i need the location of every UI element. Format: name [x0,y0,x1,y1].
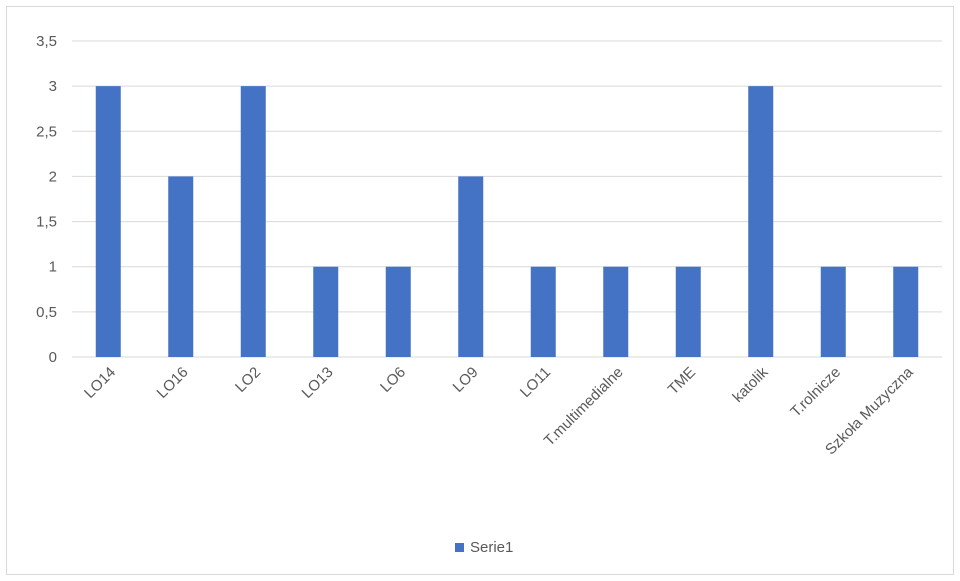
bar-lo9 [458,176,484,357]
y-tick-label: 0 [49,349,57,366]
y-tick-label: 3 [49,78,57,95]
bar-lo16 [168,176,194,357]
x-tick-label: LO13 [299,364,337,402]
bar-lo13 [313,266,339,357]
x-tick-label: T.rolnicze [787,364,844,421]
x-tick-label: LO14 [81,364,119,402]
legend-swatch-serie1 [455,543,464,552]
x-tick-label: TME [665,364,699,398]
bar-katolik [748,86,774,358]
y-tick-label: 1,5 [36,214,57,231]
x-axis-ticks: LO14 LO16 LO2 LO13 LO6 LO9 LO11T.multimedialne… [81,363,917,458]
y-tick-label: 2,5 [36,123,57,140]
y-axis-ticks: 0 0,5 1 1,5 2 2,5 3 3,5 [36,33,57,366]
gridlines [72,40,942,358]
bar-lo11 [530,266,556,357]
x-tick-label: LO2 [232,364,264,396]
bar-t-rolnicze [820,266,846,357]
bar-lo14 [95,86,121,358]
legend-label-serie1: Serie1 [470,539,513,556]
bar-tme [675,266,701,357]
bar-t-multimedialne [603,266,629,357]
x-tick-label: LO11 [517,364,554,401]
y-tick-label: 0,5 [36,304,57,321]
y-tick-label: 3,5 [36,33,57,50]
bars [95,86,919,358]
x-tick-label: LO6 [377,364,409,396]
x-tick-label: T.multimedialne [541,364,627,450]
y-tick-label: 1 [49,259,57,276]
x-tick-label: LO9 [450,364,482,396]
legend: Serie1 [455,539,513,556]
bar-lo2 [240,86,266,358]
x-tick-label: LO16 [154,364,192,402]
y-tick-label: 2 [49,168,57,185]
bar-szko-a-muzyczna [893,266,919,357]
x-tick-label: katolik [729,363,771,405]
bar-lo6 [385,266,411,357]
